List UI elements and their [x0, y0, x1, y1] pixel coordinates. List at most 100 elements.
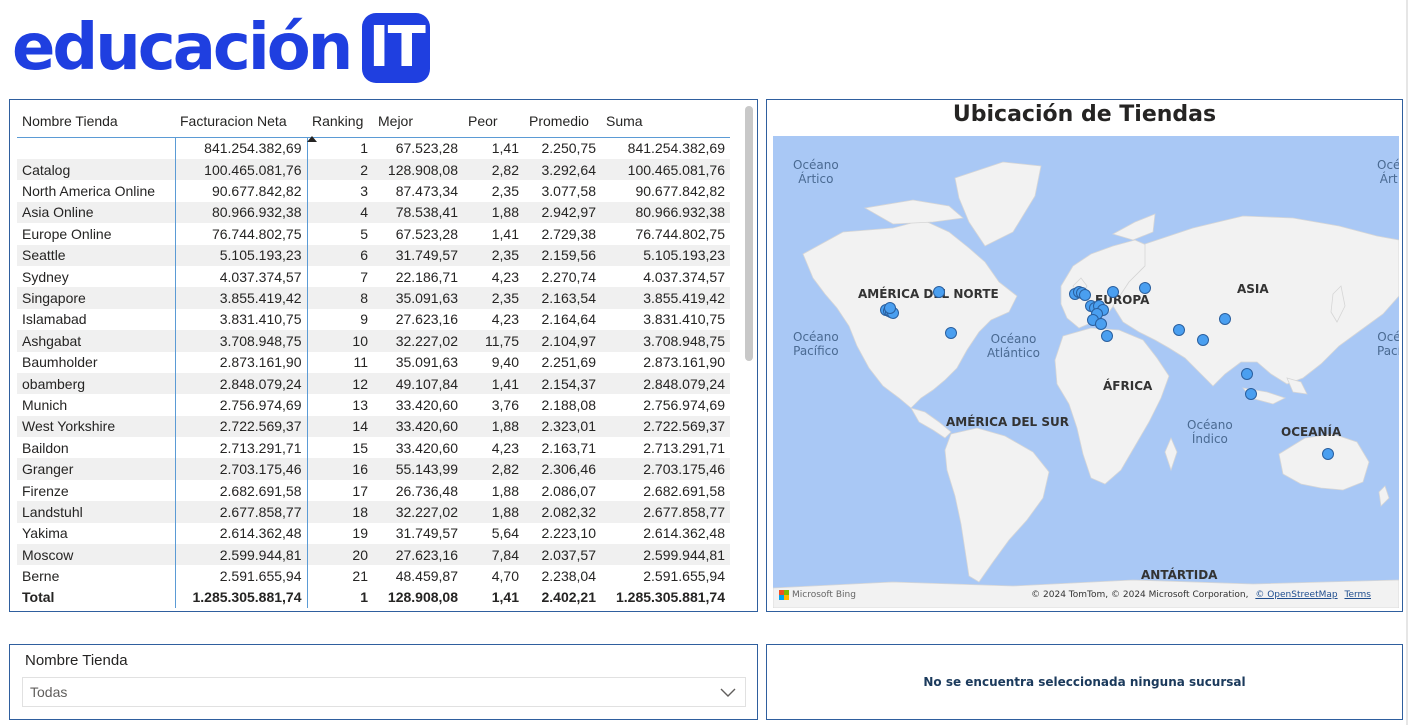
- table-row[interactable]: Catalog 100.465.081,76 2 128.908,08 2,82 3.29…: [17, 159, 730, 181]
- cell-nombre-tienda: obamberg: [17, 372, 176, 395]
- table-row[interactable]: obamberg 2.848.079,24 12 49.107,84 1,41 2.154…: [17, 372, 730, 395]
- table-body: 841.254.382,69 1 67.523,28 1,41 2.250,75 841.…: [17, 137, 730, 587]
- total-facturacion-neta: 1.285.305.881,74: [175, 586, 308, 608]
- cell-facturacion-neta: 5.105.193,23: [175, 244, 308, 266]
- cell-suma: 2.677.858,77: [601, 501, 730, 523]
- cell-nombre-tienda: Europe Online: [17, 223, 176, 245]
- cell-ranking: 2: [307, 159, 373, 181]
- cell-promedio: 2.082,32: [524, 501, 601, 523]
- table-row[interactable]: North America Online 90.677.842,82 3 87.473…: [17, 180, 730, 202]
- store-marker[interactable]: [1219, 313, 1231, 325]
- table-row[interactable]: Sydney 4.037.374,57 7 22.186,71 4,23 2.270,74…: [17, 265, 730, 288]
- table-row[interactable]: Granger 2.703.175,46 16 55.143,99 2,82 2.306,…: [17, 458, 730, 480]
- ocean-label-pacific-left: Océano Pacífico: [793, 330, 839, 358]
- store-slicer-visual: Nombre Tienda Todas: [9, 644, 758, 720]
- table-row[interactable]: West Yorkshire 2.722.569,37 14 33.420,60 1,8…: [17, 415, 730, 438]
- store-marker[interactable]: [933, 286, 945, 298]
- store-dropdown-value: Todas: [30, 684, 68, 700]
- store-marker[interactable]: [1139, 282, 1151, 294]
- world-map[interactable]: Océano Ártico Océ Árt Océano Pacífico Oc…: [773, 136, 1399, 608]
- cell-peor: 2,35: [463, 287, 524, 309]
- cell-suma: 2.873.161,90: [601, 351, 730, 373]
- table-row[interactable]: Islamabad 3.831.410,75 9 27.623,16 4,23 2.164…: [17, 308, 730, 331]
- table-row[interactable]: Singapore 3.855.419,42 8 35.091,63 2,35 2.163…: [17, 287, 730, 309]
- store-markers: [880, 282, 1334, 460]
- store-marker[interactable]: [1245, 388, 1257, 400]
- cell-peor: 9,40: [463, 351, 524, 373]
- map-copyright: © 2024 TomTom, © 2024 Microsoft Corporat…: [1031, 590, 1371, 600]
- header-mejor[interactable]: Mejor: [373, 106, 463, 138]
- ocean-label-atlantic: Océano Atlántico: [987, 332, 1040, 360]
- store-table-visual[interactable]: Nombre Tienda Facturacion Neta Ranking M…: [9, 99, 758, 612]
- cell-ranking: 4: [307, 201, 373, 224]
- table-row[interactable]: Baumholder 2.873.161,90 11 35.091,63 9,40 2.2…: [17, 351, 730, 373]
- cell-ranking: 8: [307, 287, 373, 309]
- cell-mejor: 128.908,08: [373, 159, 463, 181]
- cell-peor: 4,23: [463, 437, 524, 459]
- table-row[interactable]: Berne 2.591.655,94 21 48.459,87 4,70 2.238,04…: [17, 565, 730, 587]
- terms-link[interactable]: Terms: [1344, 590, 1371, 600]
- ocean-label-arctic-right: Océ Árt: [1377, 158, 1399, 186]
- table-row[interactable]: Asia Online 80.966.932,38 4 78.538,41 1,88 2.…: [17, 201, 730, 224]
- store-marker[interactable]: [884, 302, 896, 314]
- table-row[interactable]: Landstuhl 2.677.858,77 18 32.227,02 1,88 2.08…: [17, 501, 730, 523]
- cell-suma: 76.744.802,75: [601, 223, 730, 245]
- table-row[interactable]: Europe Online 76.744.802,75 5 67.523,28 1,41…: [17, 223, 730, 245]
- cell-nombre-tienda: Singapore: [17, 287, 176, 309]
- header-peor[interactable]: Peor: [463, 106, 524, 138]
- table-row[interactable]: Ashgabat 3.708.948,75 10 32.227,02 11,75 2.10…: [17, 330, 730, 352]
- cell-suma: 5.105.193,23: [601, 244, 730, 266]
- table-row[interactable]: Firenze 2.682.691,58 17 26.736,48 1,88 2.086,…: [17, 479, 730, 502]
- cell-promedio: 2.942,97: [524, 201, 601, 224]
- cell-mejor: 26.736,48: [373, 479, 463, 502]
- cell-nombre-tienda: Sydney: [17, 265, 176, 288]
- table-scrollbar[interactable]: [745, 106, 753, 361]
- continent-label-africa: ÁFRICA: [1103, 379, 1153, 393]
- cell-facturacion-neta: 2.703.175,46: [175, 458, 308, 480]
- cell-mejor: 35.091,63: [373, 351, 463, 373]
- store-marker[interactable]: [1101, 330, 1113, 342]
- table-row[interactable]: 841.254.382,69 1 67.523,28 1,41 2.250,75 841.…: [17, 137, 730, 159]
- cell-nombre-tienda: Landstuhl: [17, 501, 176, 523]
- store-marker[interactable]: [945, 327, 957, 339]
- openstreetmap-link[interactable]: © OpenStreetMap: [1255, 590, 1338, 600]
- cell-peor: 1,88: [463, 479, 524, 502]
- store-marker[interactable]: [1197, 334, 1209, 346]
- store-marker[interactable]: [1107, 286, 1119, 298]
- store-marker[interactable]: [1322, 448, 1334, 460]
- cell-facturacion-neta: 3.708.948,75: [175, 330, 308, 352]
- store-dropdown[interactable]: Todas: [22, 677, 746, 707]
- cell-ranking: 19: [307, 522, 373, 545]
- table-row[interactable]: Baildon 2.713.291,71 15 33.420,60 4,23 2.163,…: [17, 437, 730, 459]
- table-row[interactable]: Yakima 2.614.362,48 19 31.749,57 5,64 2.223,1…: [17, 522, 730, 545]
- cell-peor: 1,41: [463, 372, 524, 395]
- cell-peor: 11,75: [463, 330, 524, 352]
- microsoft-logo-icon: [779, 590, 789, 600]
- store-marker[interactable]: [1079, 289, 1091, 301]
- header-promedio[interactable]: Promedio: [524, 106, 601, 138]
- cell-ranking: 3: [307, 180, 373, 202]
- cell-nombre-tienda: North America Online: [17, 180, 176, 202]
- table-row[interactable]: Munich 2.756.974,69 13 33.420,60 3,76 2.188,0…: [17, 394, 730, 416]
- store-marker[interactable]: [1095, 318, 1107, 330]
- continent-label-north-america: AMÉRICA DEL NORTE: [858, 287, 999, 301]
- cell-promedio: 2.238,04: [524, 565, 601, 587]
- cell-ranking: 5: [307, 223, 373, 245]
- store-marker[interactable]: [1173, 324, 1185, 336]
- store-map-visual[interactable]: Ubicación de Tiendas: [766, 99, 1403, 612]
- slicer-title: Nombre Tienda: [25, 652, 128, 669]
- selection-message-card: No se encuentra seleccionada ninguna suc…: [766, 644, 1403, 720]
- header-suma[interactable]: Suma: [601, 106, 730, 138]
- cell-promedio: 2.270,74: [524, 265, 601, 288]
- header-facturacion-neta[interactable]: Facturacion Neta: [175, 106, 307, 138]
- educacion-it-logo: educación IT: [12, 8, 431, 88]
- cell-ranking: 16: [307, 458, 373, 480]
- table-row[interactable]: Moscow 2.599.944,81 20 27.623,16 7,84 2.037,5…: [17, 544, 730, 566]
- header-nombre-tienda[interactable]: Nombre Tienda: [17, 106, 175, 138]
- table-row[interactable]: Seattle 5.105.193,23 6 31.749,57 2,35 2.159,5…: [17, 244, 730, 266]
- cell-ranking: 6: [307, 244, 373, 266]
- header-ranking[interactable]: Ranking: [307, 106, 373, 142]
- store-marker[interactable]: [1241, 368, 1253, 380]
- selection-message: No se encuentra seleccionada ninguna suc…: [923, 675, 1246, 689]
